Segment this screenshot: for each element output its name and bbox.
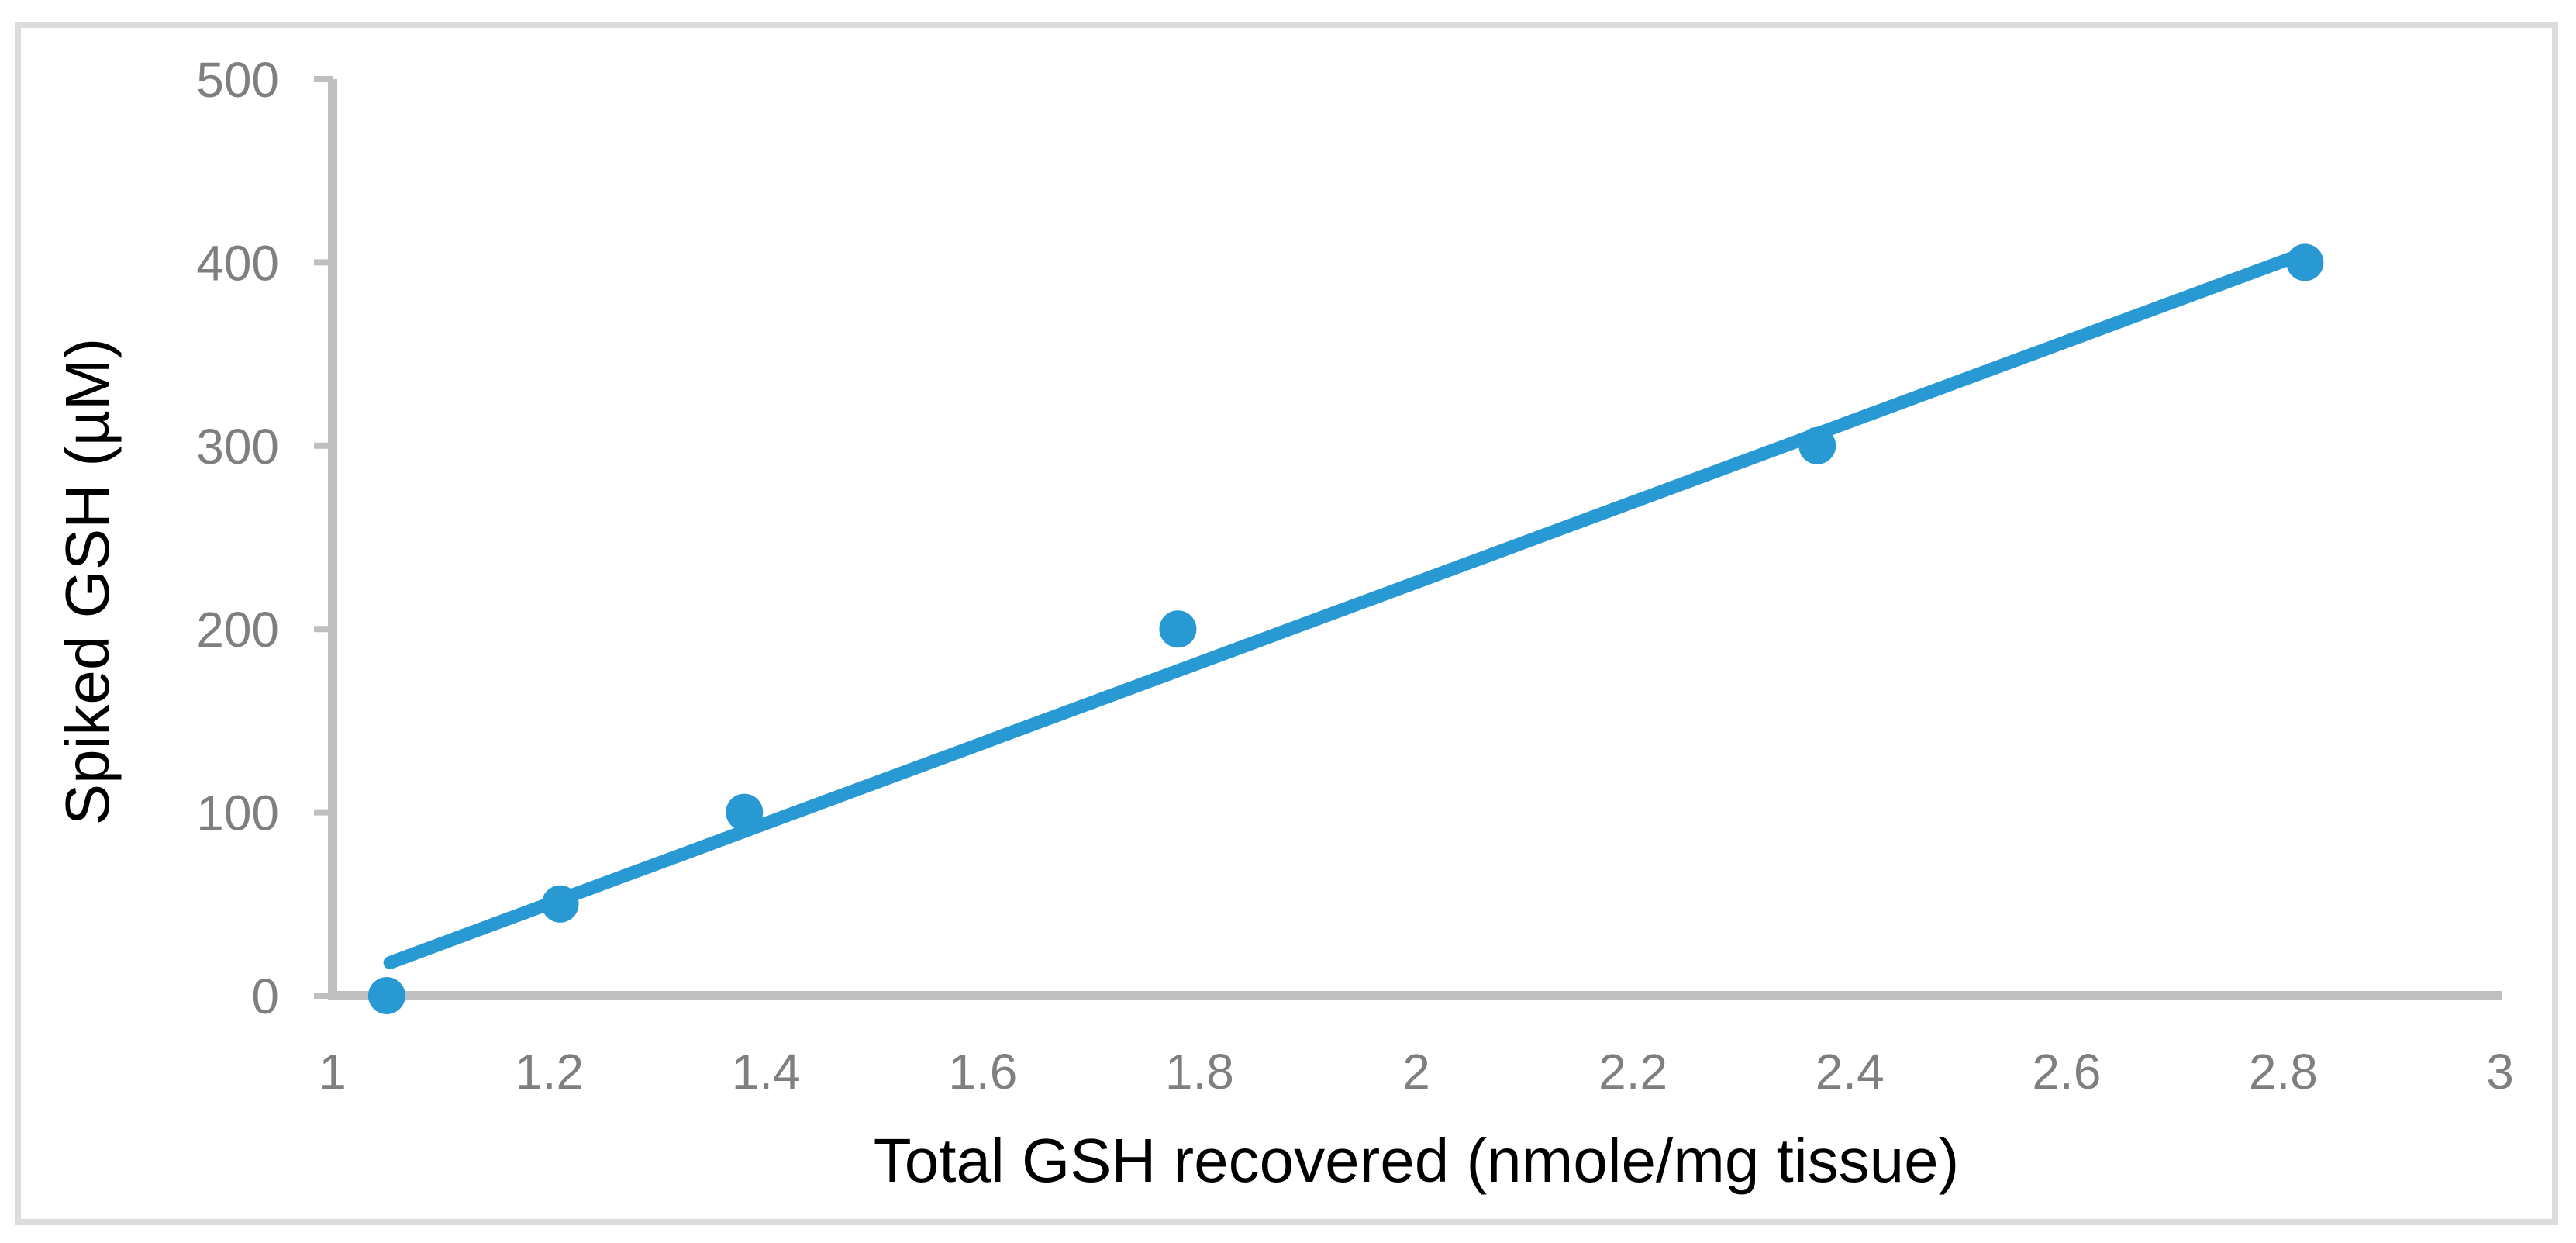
x-tick-label: 1.6 <box>948 1044 1017 1100</box>
data-point <box>1798 426 1836 464</box>
data-point <box>1159 610 1197 648</box>
x-tick-label: 2.6 <box>2032 1044 2101 1100</box>
data-point <box>2286 243 2324 281</box>
x-tick-label: 2.4 <box>1816 1044 1885 1100</box>
y-tick-label: 500 <box>196 52 279 108</box>
x-tick-label: 2.2 <box>1598 1044 1667 1100</box>
axes-layer <box>314 76 2502 1000</box>
tick-label-layer: 0 100 200 300 400 500 1 1.2 1.4 1.6 1.8 2 2.2 2.4 2.6 2… <box>196 52 2514 1100</box>
x-tick-label: 2 <box>1402 1044 1430 1100</box>
y-tick-label: 300 <box>196 419 279 475</box>
y-tick-label: 100 <box>196 786 279 841</box>
chart-frame <box>15 22 2558 1225</box>
x-tick-label: 1 <box>319 1044 347 1100</box>
y-tick-label: 400 <box>196 235 279 291</box>
x-tick-label: 1.8 <box>1165 1044 1234 1100</box>
x-tick-label: 3 <box>2486 1044 2514 1100</box>
trendline <box>383 252 2297 969</box>
x-axis-title: Total GSH recovered (nmole/mg tissue) <box>874 1126 1960 1195</box>
x-tick-label: 2.8 <box>2249 1044 2318 1100</box>
data-point <box>726 793 764 831</box>
series-layer <box>367 243 2324 1014</box>
y-tick-label: 0 <box>251 969 279 1024</box>
data-point <box>367 977 405 1014</box>
y-tick-label: 200 <box>196 602 279 658</box>
y-axis-title: Spiked GSH (µM) <box>53 338 122 825</box>
data-point <box>541 885 579 923</box>
x-tick-label: 1.2 <box>515 1044 584 1100</box>
x-tick-label: 1.4 <box>732 1044 801 1100</box>
